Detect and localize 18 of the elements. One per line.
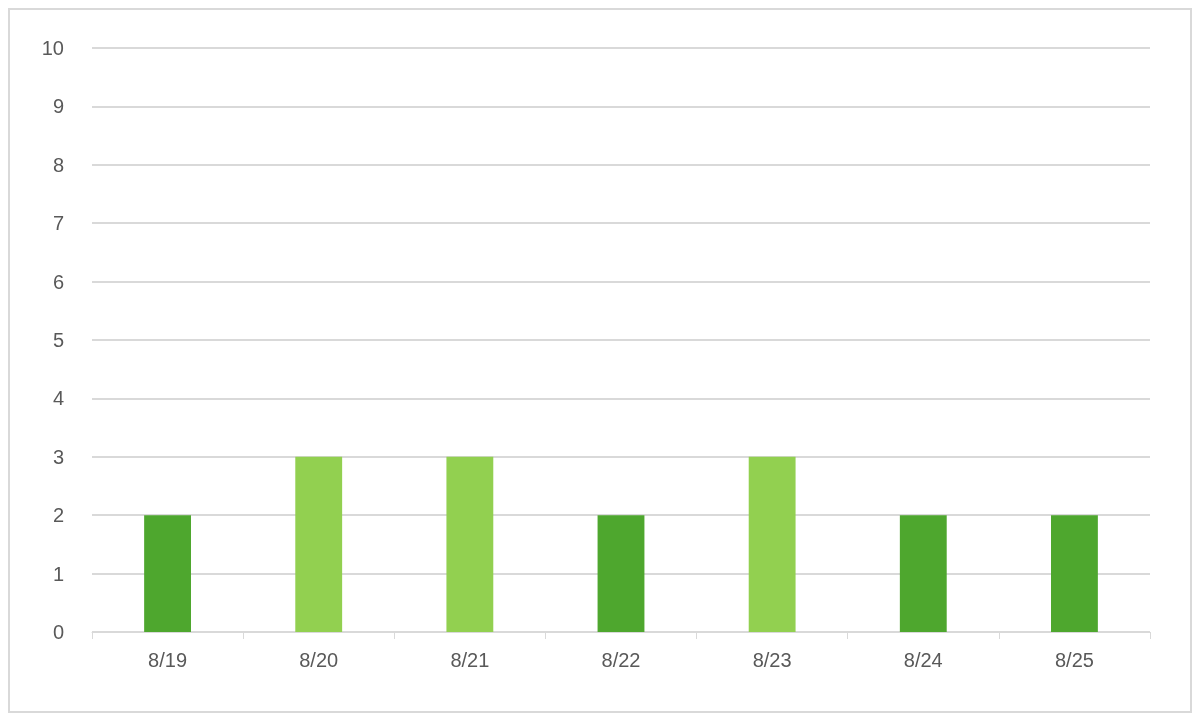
x-tick-label: 8/19 [148,649,188,671]
y-tick-label: 0 [52,621,64,643]
y-tick-label: 10 [41,37,64,59]
y-tick-label: 4 [52,387,64,410]
y-tick-label: 5 [52,329,64,351]
x-tick-label: 8/21 [450,649,490,671]
y-tick-label: 7 [52,212,64,235]
x-tick-label: 8/23 [752,649,792,671]
y-tick-label: 8 [52,153,64,176]
y-tick-label: 9 [52,95,64,118]
y-tick-label: 1 [52,562,64,585]
y-tick-label: 6 [52,270,64,293]
y-tick-label: 2 [52,504,64,527]
x-tick-label: 8/20 [299,649,339,671]
x-tick-label: 8/22 [601,649,641,671]
y-tick-label: 3 [52,445,64,468]
x-tick-label: 8/24 [903,649,943,671]
x-tick-label: 8/25 [1054,649,1094,671]
